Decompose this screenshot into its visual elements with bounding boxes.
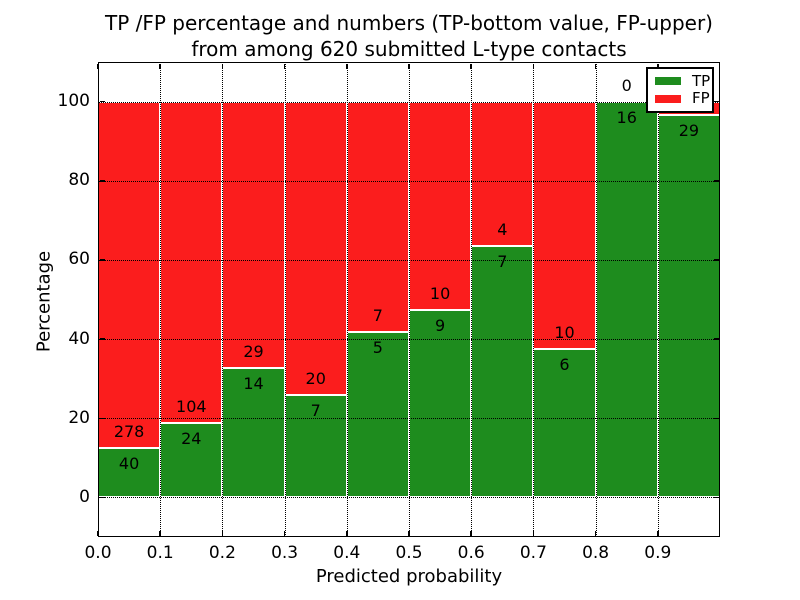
x-tick-bottom xyxy=(97,530,99,536)
fp-count-label: 10 xyxy=(429,283,451,303)
legend-swatch-fp xyxy=(655,94,681,103)
y-tick-left xyxy=(99,338,105,340)
chart-title-line2: from among 620 submitted L-type contacts xyxy=(191,37,627,61)
fp-count-label: 4 xyxy=(497,219,508,239)
y-tick-right xyxy=(713,417,719,419)
y-tick-right xyxy=(713,100,719,103)
tp-count-label: 9 xyxy=(435,315,446,335)
y-tick-right xyxy=(713,338,719,340)
chart-title: TP /FP percentage and numbers (TP-bottom… xyxy=(98,10,720,62)
bar-fp-segment xyxy=(98,101,161,448)
x-tick-label: 0.3 xyxy=(271,543,299,563)
bar-tp-segment xyxy=(98,447,161,498)
legend-item: FP xyxy=(655,91,710,106)
y-tick-label: 0 xyxy=(79,486,90,507)
x-tick-bottom xyxy=(657,530,659,536)
x-tick-label: 0.5 xyxy=(395,543,423,563)
h-gridline xyxy=(98,497,720,499)
x-tick-label: 0.4 xyxy=(333,543,361,563)
x-tick-bottom xyxy=(346,530,348,536)
y-tick-right xyxy=(713,496,719,499)
x-tick-bottom xyxy=(159,530,161,536)
bar-fp-segment xyxy=(222,101,285,369)
fp-count-label: 7 xyxy=(372,306,383,326)
bar-fp-segment xyxy=(533,101,596,349)
chart-title-line1: TP /FP percentage and numbers (TP-bottom… xyxy=(105,11,713,35)
x-tick-bottom xyxy=(221,530,224,536)
fp-count-label: 0 xyxy=(621,75,632,95)
bar-tp-segment xyxy=(657,114,720,498)
y-tick-label: 60 xyxy=(68,249,90,270)
x-tick-bottom xyxy=(470,530,472,536)
x-tick-top xyxy=(159,63,161,69)
y-tick-right xyxy=(713,180,719,182)
fp-count-label: 29 xyxy=(243,342,264,362)
y-tick-left xyxy=(99,259,105,261)
x-tick-label: 0.8 xyxy=(582,543,610,563)
x-tick-label: 0.7 xyxy=(519,543,547,563)
x-tick-bottom xyxy=(594,530,597,536)
y-tick-left xyxy=(99,417,105,419)
bar-fp-segment xyxy=(409,101,472,310)
tp-count-label: 29 xyxy=(678,120,700,140)
y-tick-label: 40 xyxy=(68,328,90,349)
x-tick-label: 0.9 xyxy=(644,543,672,563)
x-tick-top xyxy=(408,63,410,69)
y-tick-label: 100 xyxy=(57,91,90,112)
legend-item: TP xyxy=(655,73,710,89)
y-tick-label: 20 xyxy=(68,407,90,428)
fp-count-label: 20 xyxy=(305,368,326,388)
y-tick-label: 80 xyxy=(68,170,90,191)
legend-label: FP xyxy=(692,89,710,108)
bar-fp-segment xyxy=(471,101,534,246)
x-tick-top xyxy=(221,63,224,69)
x-tick-label: 0.0 xyxy=(84,543,112,563)
x-tick-label: 0.1 xyxy=(146,543,174,563)
legend-label: TP xyxy=(692,71,711,90)
tp-count-label: 7 xyxy=(497,251,508,271)
y-tick-left xyxy=(99,496,105,499)
y-axis-label: Percentage xyxy=(33,250,55,353)
bar-tp-segment xyxy=(595,101,658,498)
bar-fp-segment xyxy=(284,101,347,395)
y-tick-left xyxy=(99,180,105,182)
x-tick-label: 0.2 xyxy=(208,543,236,563)
y-tick-right xyxy=(713,259,719,261)
x-tick-top xyxy=(97,63,99,69)
y-tick-left xyxy=(99,100,105,103)
x-tick-bottom xyxy=(283,530,286,536)
legend: TP FP xyxy=(646,67,714,113)
x-tick-top xyxy=(346,63,348,69)
tp-count-label: 14 xyxy=(243,374,264,394)
tp-count-label: 24 xyxy=(181,429,202,448)
bar-fp-segment xyxy=(346,101,409,333)
tp-count-label: 16 xyxy=(616,107,637,127)
x-tick-bottom xyxy=(408,530,410,536)
fp-count-label: 10 xyxy=(554,322,575,342)
bar-tp-segment xyxy=(409,309,472,498)
tp-count-label: 6 xyxy=(559,354,570,374)
x-tick-top xyxy=(594,63,597,69)
bar-tp-segment xyxy=(471,245,534,498)
tp-count-label: 5 xyxy=(372,338,383,358)
legend-swatch-tp xyxy=(655,77,681,86)
bar-fp-segment xyxy=(160,101,223,423)
x-tick-bottom xyxy=(532,530,535,536)
x-tick-label: 0.6 xyxy=(457,543,485,563)
x-tick-top xyxy=(283,63,286,69)
fp-count-label: 104 xyxy=(176,397,207,416)
tp-count-label: 7 xyxy=(310,400,321,420)
x-tick-top xyxy=(470,63,472,69)
tp-count-label: 40 xyxy=(118,453,140,473)
x-tick-top xyxy=(532,63,535,69)
x-axis-label: Predicted probability xyxy=(315,566,503,587)
fp-count-label: 278 xyxy=(113,421,145,441)
